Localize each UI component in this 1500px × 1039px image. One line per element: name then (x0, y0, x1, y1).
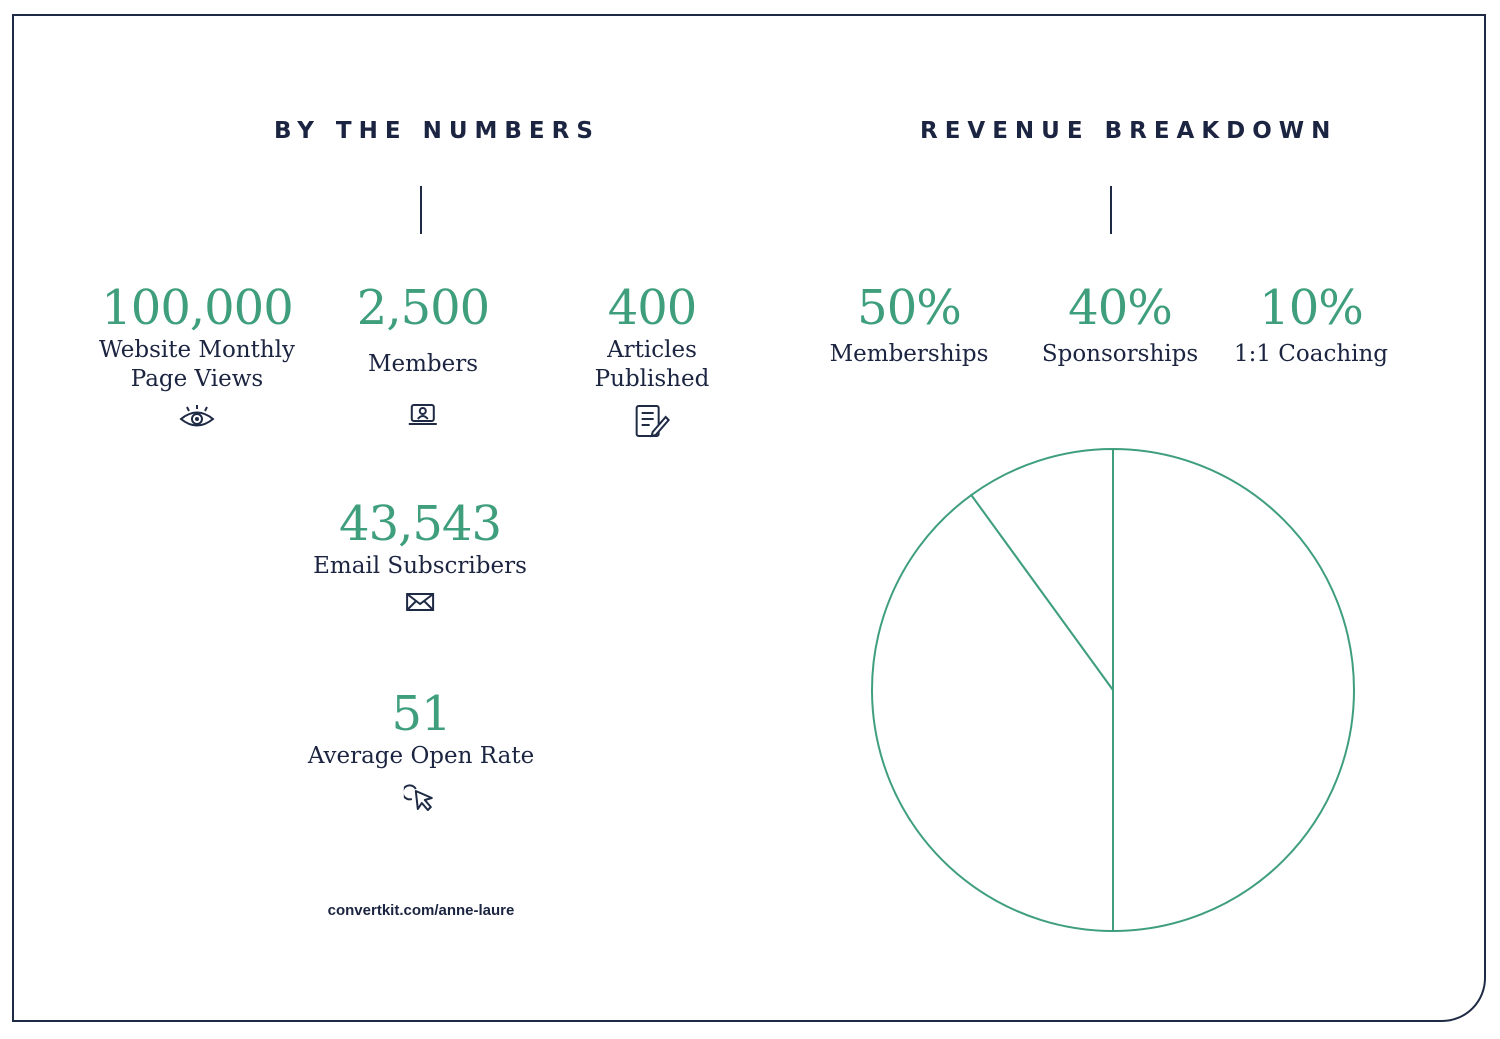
left-divider (420, 186, 422, 234)
revenue-memberships: 50% Memberships (830, 280, 989, 369)
stat-open-rate: 51 Average Open Rate (308, 686, 534, 813)
pie-slice-memberships (1112, 448, 1355, 932)
envelope-icon (405, 593, 434, 611)
by-the-numbers-title: BY THE NUMBERS (274, 118, 600, 144)
stat-label: Average Open Rate (307, 743, 535, 769)
revenue-label: Sponsorships (1041, 341, 1199, 367)
stat-value: 43,543 (339, 496, 502, 552)
stat-value: 400 (607, 280, 698, 336)
revenue-value: 40% (1068, 280, 1173, 336)
stat-subscribers: 43,543 Email Subscribers (313, 496, 527, 613)
right-divider (1110, 186, 1112, 234)
stat-articles: 400 Articles Published (594, 280, 710, 440)
revenue-label: 1:1 Coaching (1233, 341, 1389, 367)
stat-value: 2,500 (356, 280, 490, 336)
revenue-value: 50% (857, 280, 962, 336)
card-frame (12, 14, 1486, 1022)
revenue-label: Memberships (829, 341, 989, 367)
eye-icon (179, 405, 215, 427)
stat-value: 51 (391, 686, 451, 742)
stat-value: 100,000 (101, 280, 294, 336)
laptop-user-icon (408, 404, 437, 425)
document-pen-icon (636, 405, 671, 438)
stat-label: Members (367, 351, 479, 377)
cursor-click-icon (404, 784, 433, 811)
pie-slice-sponsorships (871, 494, 1114, 932)
revenue-value: 10% (1259, 280, 1364, 336)
stat-members: 2,500 Members (356, 280, 490, 429)
revenue-sponsorships: 40% Sponsorships (1042, 280, 1198, 369)
stat-label: Website Monthly Page Views (98, 337, 296, 392)
stat-label: Email Subscribers (313, 553, 527, 579)
revenue-pie-chart (871, 448, 1355, 932)
footer-url: convertkit.com/anne-laure (327, 902, 515, 919)
revenue-coaching: 10% 1:1 Coaching (1234, 280, 1388, 369)
stat-label: Articles Published (594, 337, 710, 392)
pie-slice-1-1-coaching (970, 448, 1114, 691)
revenue-breakdown-title: REVENUE BREAKDOWN (920, 118, 1338, 144)
stat-page-views: 100,000 Website Monthly Page Views (99, 280, 295, 430)
